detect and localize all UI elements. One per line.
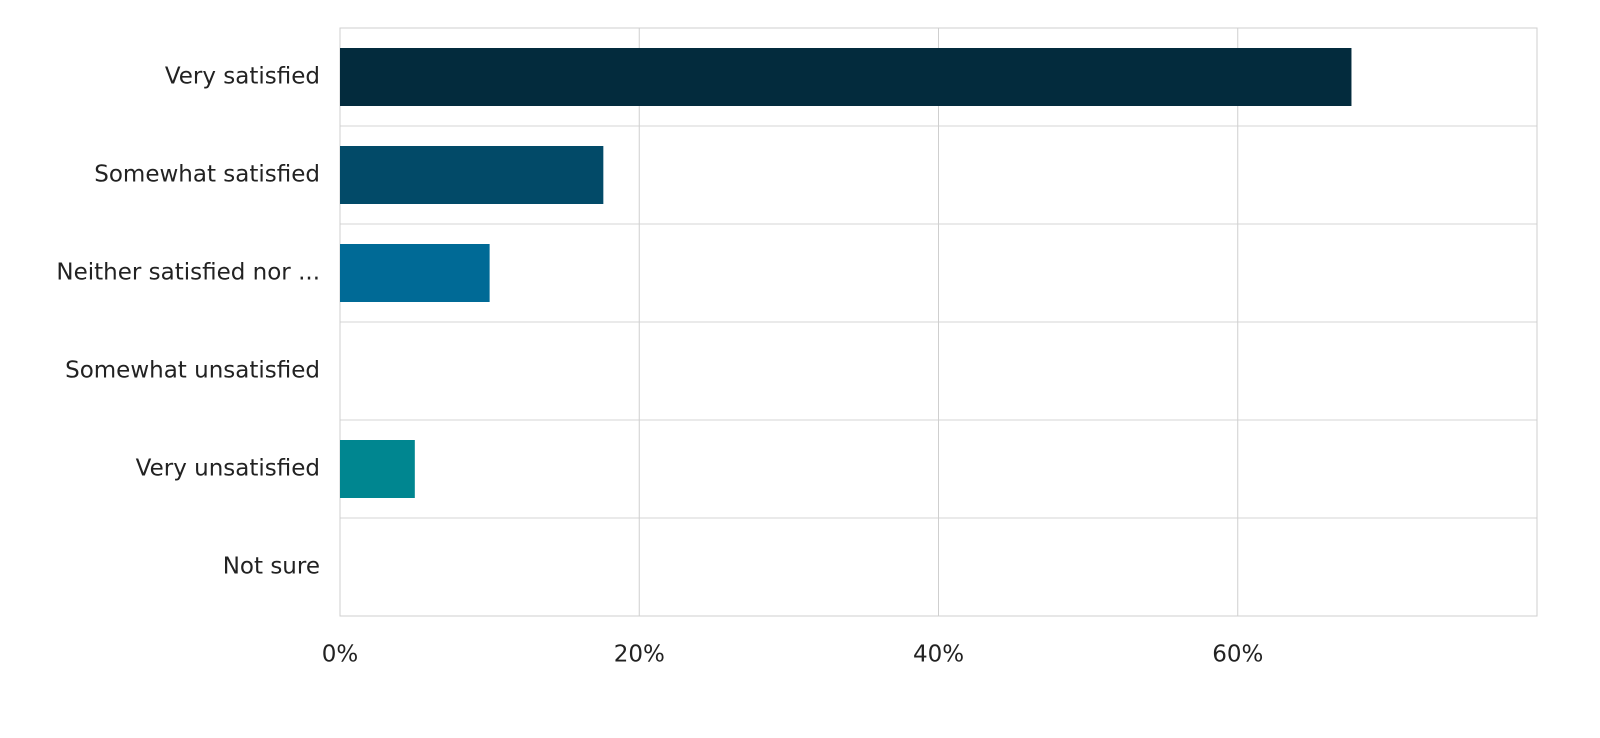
y-tick-label: Very satisfied xyxy=(165,64,320,90)
x-tick-label: 60% xyxy=(1212,642,1263,668)
bar xyxy=(340,48,1352,106)
y-tick-label: Not sure xyxy=(223,554,320,580)
x-tick-label: 40% xyxy=(913,642,964,668)
y-tick-label: Neither satisfied nor ... xyxy=(56,260,320,286)
plot-border xyxy=(339,27,1538,617)
y-tick-label: Very unsatisfied xyxy=(136,456,320,482)
y-tick-label: Somewhat satisfied xyxy=(94,162,320,188)
bar xyxy=(340,146,604,204)
y-tick-label: Somewhat unsatisfied xyxy=(65,358,320,384)
x-tick-label: 20% xyxy=(614,642,665,668)
bar xyxy=(340,244,490,302)
x-tick-label: 0% xyxy=(322,642,359,668)
bar xyxy=(340,440,415,498)
